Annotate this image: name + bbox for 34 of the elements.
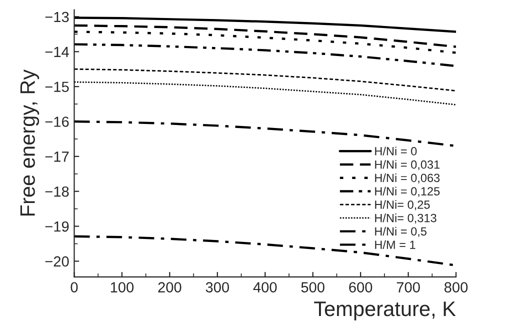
legend-label: H/Ni= 0,25 xyxy=(375,200,430,210)
y-tick-label: −15 xyxy=(45,82,69,92)
y-tick-label: −14 xyxy=(45,46,69,57)
y-tick-label: −17 xyxy=(45,152,69,162)
x-tick-label: 100 xyxy=(110,282,134,292)
y-tick-label: −18 xyxy=(45,186,69,197)
legend-label: H/Ni= 0,313 xyxy=(375,214,436,224)
x-tick-label: 400 xyxy=(253,282,277,292)
legend-label: H/M = 1 xyxy=(375,240,416,249)
line-series xyxy=(74,68,456,92)
x-tick-label: 600 xyxy=(349,282,372,292)
x-tick-label: 700 xyxy=(396,282,420,292)
legend-label: H/Ni = 0,125 xyxy=(375,186,440,197)
x-tick-label: 800 xyxy=(444,282,468,292)
x-tick-label: 0 xyxy=(70,282,78,292)
legend-label: H/Ni = 0,5 xyxy=(375,226,426,237)
line-series xyxy=(74,30,456,54)
y-tick-label: −20 xyxy=(45,256,69,267)
line-series xyxy=(74,81,456,106)
legend-label: H/Ni = 0 xyxy=(375,146,417,156)
y-tick-label: −13 xyxy=(45,12,69,22)
line-series xyxy=(74,24,456,48)
x-tick-label: 500 xyxy=(301,282,324,292)
legend-label: H/Ni = 0,063 xyxy=(375,173,440,184)
x-tick-label: 200 xyxy=(158,282,182,292)
x-tick-label: 300 xyxy=(206,282,229,292)
line-series xyxy=(74,120,456,148)
line-series xyxy=(74,16,456,33)
y-tick-label: −19 xyxy=(45,221,69,232)
line-series xyxy=(74,43,456,68)
y-axis-title: Free energy, Ry xyxy=(20,69,40,216)
y-tick-label: −16 xyxy=(45,116,69,127)
x-axis-title: Temperature, K xyxy=(314,302,456,320)
legend-label: H/Ni = 0,031 xyxy=(375,160,440,170)
